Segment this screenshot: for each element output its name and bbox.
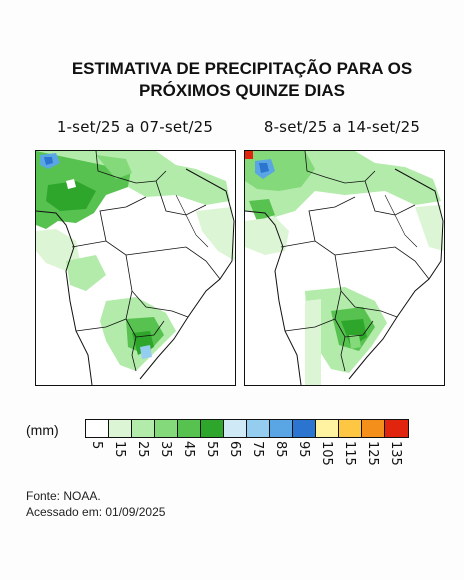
legend-tick-label: 45	[181, 441, 196, 458]
legend-swatch	[247, 420, 270, 437]
legend-tick-label: 5	[89, 441, 104, 450]
legend-ticks: 5 15 25 35 45 55 65 75 85 95 105 115 125 135	[85, 441, 409, 481]
chart-title: ESTIMATIVA DE PRECIPITAÇÃO PARA OS PRÓXI…	[40, 58, 444, 102]
legend-tick-label: 65	[227, 441, 242, 458]
legend-swatch	[109, 420, 132, 437]
legend-swatch	[339, 420, 362, 437]
legend-swatch	[155, 420, 178, 437]
legend-tick-label: 25	[135, 441, 150, 458]
legend-tick-label: 135	[388, 441, 403, 466]
legend-tick-label: 125	[365, 441, 380, 466]
source-label: Fonte: NOAA.	[26, 489, 101, 503]
legend-swatch	[132, 420, 155, 437]
legend-tick-label: 105	[319, 441, 334, 466]
precipitation-map-week-2	[244, 150, 445, 386]
legend-tick-label: 115	[342, 441, 357, 466]
title-line-2: PRÓXIMOS QUINZE DIAS	[139, 81, 345, 100]
color-legend	[85, 419, 409, 438]
legend-unit: (mm)	[26, 422, 59, 438]
legend-swatch	[201, 420, 224, 437]
legend-tick-label: 75	[250, 441, 265, 458]
access-date: Acessado em: 01/09/2025	[26, 505, 166, 519]
legend-tick-label: 95	[296, 441, 311, 458]
period-label-2: 8-set/25 a 14-set/25	[263, 118, 421, 136]
legend-swatch	[86, 420, 109, 437]
source-note: Fonte: NOAA. Acessado em: 01/09/2025	[26, 488, 165, 520]
legend-swatch	[385, 420, 408, 437]
legend-swatch	[316, 420, 339, 437]
legend-swatch	[178, 420, 201, 437]
legend-tick-label: 55	[204, 441, 219, 458]
legend-swatch	[293, 420, 316, 437]
legend-tick-label: 15	[112, 441, 127, 458]
legend-tick-label: 85	[273, 441, 288, 458]
legend-tick-label: 35	[158, 441, 173, 458]
title-line-1: ESTIMATIVA DE PRECIPITAÇÃO PARA OS	[71, 59, 413, 78]
period-label-1: 1-set/25 a 07-set/25	[56, 118, 214, 136]
legend-swatch	[270, 420, 293, 437]
precipitation-map-week-1	[35, 150, 236, 386]
legend-swatch	[224, 420, 247, 437]
legend-swatch	[362, 420, 385, 437]
